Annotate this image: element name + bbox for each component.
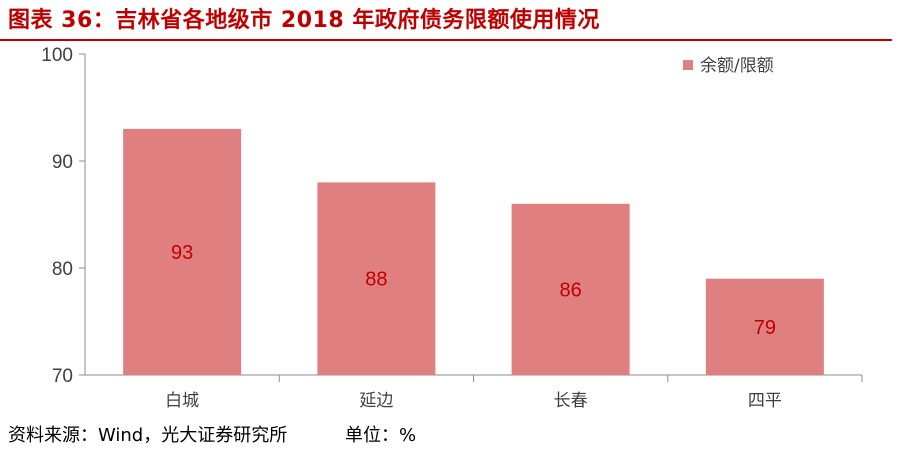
data-label: 93 [171,242,193,264]
bar-3 [705,278,824,375]
bar-2 [511,203,630,375]
data-label: 86 [560,279,582,301]
bar-0 [123,128,242,375]
legend-label: 余额/限额 [700,56,774,76]
y-tick-label: 80 [52,259,73,280]
unit-note: 单位：% [344,425,417,446]
category-label: 长春 [554,391,588,411]
source-note: 资料来源：Wind，光大证券研究所 [8,425,288,446]
y-tick-label: 100 [41,45,73,66]
chart-footer: 资料来源：Wind，光大证券研究所 单位：% [8,421,416,447]
y-tick-label: 70 [52,366,73,387]
category-label: 延边 [359,391,393,411]
y-tick-label: 90 [52,152,73,173]
data-label: 79 [754,317,776,339]
bar-1 [317,182,436,375]
data-label: 88 [365,269,387,291]
legend-swatch [683,60,693,70]
category-label: 四平 [748,391,782,411]
chart-title: 图表 36：吉林省各地级市 2018 年政府债务限额使用情况 [8,8,600,33]
category-label: 白城 [165,391,199,411]
title-rule [0,39,892,41]
